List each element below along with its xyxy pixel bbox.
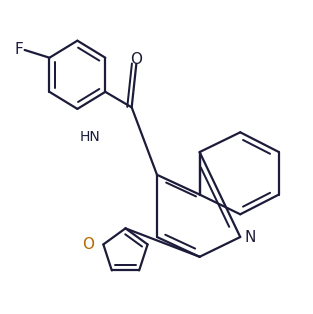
Text: HN: HN — [80, 130, 100, 144]
Text: O: O — [130, 52, 142, 67]
Text: O: O — [82, 237, 94, 252]
Text: N: N — [245, 230, 256, 245]
Text: F: F — [14, 42, 23, 57]
